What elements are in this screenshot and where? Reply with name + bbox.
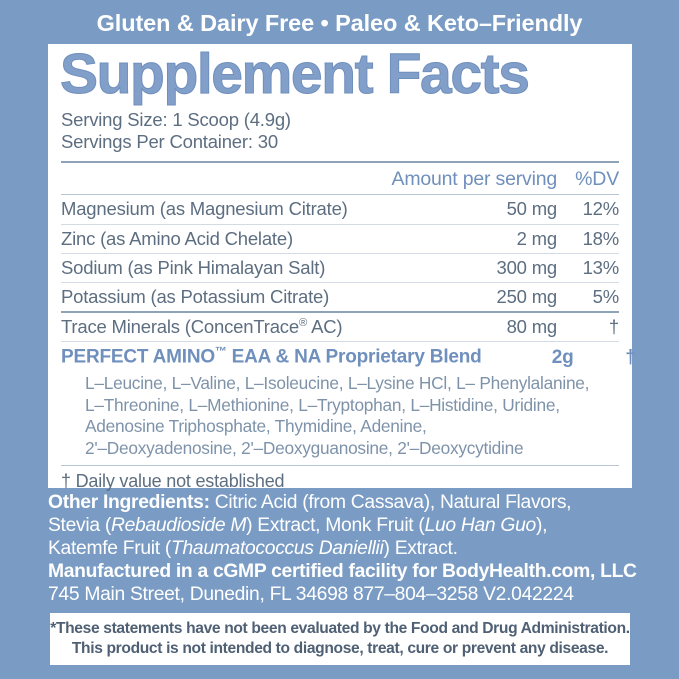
amino-acid-list: L–Leucine, L–Valine, L–Isoleucine, L–Lys… [85,373,619,459]
serving-size-text: Serving Size: 1 Scoop (4.9g) [61,108,291,130]
amino-line: 2'–Deoxyadenosine, 2'–Deoxyguanosine, 2'… [85,437,524,458]
other-ingredients-line-1: Other Ingredients: Citric Acid (from Cas… [48,492,636,515]
nutrient-amount: 50 mg [506,198,558,220]
table-row-trace-minerals: Trace Minerals (ConcenTrace® AC) 80 mg † [61,313,619,341]
trace-name-post: AC) [307,316,343,338]
table-row: Sodium (as Pink Himalayan Salt) 300 mg 1… [61,254,619,282]
line2-italic-rebaudioside: Rebaudioside M [110,514,247,536]
nutrient-dv: † [608,316,619,338]
blend-name: PERFECT AMINO™ EAA & NA Proprietary Blen… [61,345,482,369]
line2-part-b: ) Extract, Monk Fruit ( [246,514,425,536]
row-rule [61,223,619,225]
table-row: Zinc (as Amino Acid Chelate) 2 mg 18% [61,225,619,253]
trace-minerals-top-rule [61,311,619,314]
table-header-row: Amount per serving %DV [61,163,620,194]
table-row: Magnesium (as Magnesium Citrate) 50 mg 1… [61,195,619,223]
trace-name-pre: Trace Minerals (ConcenTrace [61,316,299,338]
amino-line: Adenosine Triphosphate, Thymidine, Adeni… [85,416,427,437]
blend-amount: 2g [551,346,574,368]
column-header-amount: Amount per serving [391,167,558,190]
table-row-proprietary-blend: PERFECT AMINO™ EAA & NA Proprietary Blen… [61,342,636,372]
servings-per-container-text: Servings Per Container: 30 [61,131,278,153]
row-rule [61,341,619,343]
nutrient-amount: 300 mg [496,256,557,278]
footnote-top-rule [61,465,619,467]
disclaimer-line-2: This product is not intended to diagnose… [71,640,609,658]
blend-name-post: EAA & NA Proprietary Blend [226,346,482,368]
product-tagline: Gluten & Dairy Free • Paleo & Keto–Frien… [96,10,583,36]
blend-dv: † [625,346,636,368]
nutrient-name: Potassium (as Potassium Citrate) [61,285,330,307]
nutrient-dv: 13% [582,256,620,278]
nutrient-name: Trace Minerals (ConcenTrace® AC) [61,316,437,338]
serving-info: Serving Size: 1 Scoop (4.9g) Servings Pe… [61,109,632,154]
line2-italic-luohanguo: Luo Han Guo [424,514,537,536]
disclaimer-line-1: *These statements have not been evaluate… [50,620,630,637]
nutrient-amount: 2 mg [516,227,558,249]
header-bottom-rule [61,194,619,196]
address-line: 745 Main Street, Dunedin, FL 34698 877–8… [48,583,574,605]
manufactured-line: Manufactured in a cGMP certified facilit… [48,560,637,582]
blend-name-pre: PERFECT AMINO [61,346,215,368]
table-row: Potassium (as Potassium Citrate) 250 mg … [61,283,619,311]
other-ingredients-block: Other Ingredients: Citric Acid (from Cas… [48,492,637,607]
trademark-icon: ™ [214,345,227,359]
row-rule [61,281,619,283]
nutrient-dv: 5% [592,285,620,307]
page-title: Supplement Facts [60,42,531,106]
line3-part-a: Katemfe Fruit ( [48,537,172,559]
nutrient-dv: 12% [582,198,620,220]
line2-part-c: ), [535,514,548,536]
other-ingredients-line-3: Katemfe Fruit (Thaumatococcus Daniellii)… [48,538,636,561]
nutrient-name: Zinc (as Amino Acid Chelate) [61,227,293,249]
table-top-rule [61,160,619,163]
daily-value-footnote: † Daily value not established [61,471,285,492]
line2-part-a: Stevia ( [48,514,111,536]
nutrient-name: Magnesium (as Magnesium Citrate) [61,198,348,220]
row-rule [61,252,619,254]
column-header-dv: %DV [575,167,619,190]
other-ingredients-line-2: Stevia (Rebaudioside M) Extract, Monk Fr… [48,515,636,538]
nutrient-name: Sodium (as Pink Himalayan Salt) [61,256,326,278]
other-ingredients-label: Other Ingredients: [48,492,210,513]
line3-part-b: ) Extract. [383,537,458,559]
other-ingredients-line1-rest: Citric Acid (from Cassava), Natural Flav… [209,492,572,513]
amino-line: L–Threonine, L–Methionine, L–Tryptophan,… [85,394,560,415]
fda-disclaimer-box: *These statements have not been evaluate… [50,613,630,665]
amino-line: L–Leucine, L–Valine, L–Isoleucine, L–Lys… [85,373,590,394]
nutrition-table: Amount per serving %DV Magnesium (as Mag… [61,160,636,467]
line3-italic-thaumatococcus: Thaumatococcus Daniellii [171,537,384,559]
nutrient-dv: 18% [582,227,620,249]
registered-trademark-icon: ® [298,316,308,329]
nutrient-amount: 250 mg [496,285,557,307]
nutrient-amount: 80 mg [506,316,558,338]
supplement-facts-panel: Supplement Facts Serving Size: 1 Scoop (… [48,42,636,491]
